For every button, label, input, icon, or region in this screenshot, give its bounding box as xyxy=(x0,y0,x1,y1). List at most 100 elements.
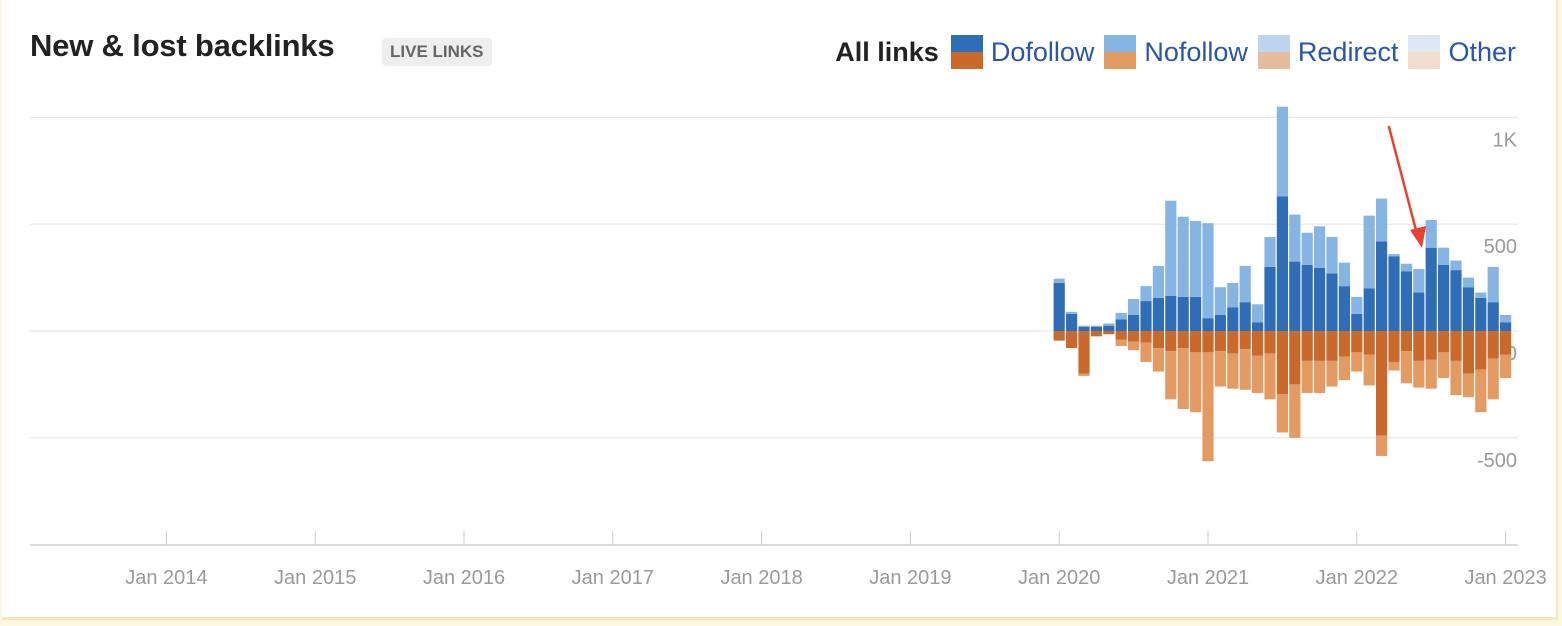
dofollow-new-swatch xyxy=(950,35,983,52)
legend-label-dofollow[interactable]: Dofollow xyxy=(990,36,1095,67)
bar-new-nofollow xyxy=(1128,298,1140,315)
bar-lost-nofollow xyxy=(1128,341,1140,351)
bar-new-dofollow xyxy=(1314,267,1326,331)
bar-lost-dofollow xyxy=(1400,331,1412,352)
bar-new-nofollow xyxy=(1239,265,1251,303)
bar-new-nofollow xyxy=(1450,260,1462,271)
bar-new-nofollow xyxy=(1053,278,1065,283)
bar-new-dofollow xyxy=(1103,325,1115,331)
redirect-swatch xyxy=(1257,35,1290,69)
chart-legend: All links Dofollow Nofollow Redirect xyxy=(835,32,1516,72)
legend-item-nofollow[interactable]: Nofollow xyxy=(1104,35,1248,69)
bar-new-nofollow xyxy=(1078,325,1090,327)
bar-new-dofollow xyxy=(1450,270,1462,331)
bar-lost-dofollow xyxy=(1425,331,1437,360)
bar-new-dofollow xyxy=(1462,287,1474,331)
bar-new-nofollow xyxy=(1462,277,1474,288)
bar-lost-nofollow xyxy=(1450,360,1462,396)
y-tick-label: 500 xyxy=(1484,236,1517,258)
y-tick-label: 1K xyxy=(1493,129,1518,151)
x-tick-label: Jan 2021 xyxy=(1167,567,1249,589)
bar-new-nofollow xyxy=(1388,254,1400,257)
bar-lost-nofollow xyxy=(1202,352,1214,462)
other-swatch xyxy=(1408,35,1441,69)
bar-lost-dofollow xyxy=(1487,331,1499,359)
bar-lost-nofollow xyxy=(1252,355,1264,393)
bar-new-nofollow xyxy=(1475,292,1487,298)
bar-lost-dofollow xyxy=(1462,331,1474,374)
bar-new-dofollow xyxy=(1053,282,1065,331)
annotation-arrow-head xyxy=(1410,226,1426,248)
live-links-badge: LIVE LINKS xyxy=(382,38,492,66)
bar-new-nofollow xyxy=(1214,287,1226,315)
bar-lost-nofollow xyxy=(1400,351,1412,384)
bar-new-nofollow xyxy=(1115,312,1127,320)
bar-lost-nofollow xyxy=(1487,358,1499,400)
bar-lost-dofollow xyxy=(1090,331,1102,337)
x-tick-label: Jan 2023 xyxy=(1464,567,1546,589)
bar-lost-nofollow xyxy=(1190,352,1202,413)
bar-new-nofollow xyxy=(1438,247,1450,265)
bar-new-dofollow xyxy=(1066,313,1078,331)
bar-lost-nofollow xyxy=(1462,373,1474,398)
bar-lost-nofollow xyxy=(1326,360,1338,387)
bar-new-dofollow xyxy=(1413,292,1425,331)
legend-item-other[interactable]: Other xyxy=(1408,35,1516,69)
x-tick-label: Jan 2020 xyxy=(1018,567,1100,589)
y-tick-label: 0 xyxy=(1506,343,1517,365)
bar-new-dofollow xyxy=(1438,264,1450,331)
bar-new-nofollow xyxy=(1090,325,1102,327)
bar-new-nofollow xyxy=(1301,232,1313,265)
bar-lost-dofollow xyxy=(1227,331,1239,354)
bar-lost-nofollow xyxy=(1177,348,1189,409)
other-new-swatch xyxy=(1408,35,1441,52)
legend-label-other[interactable]: Other xyxy=(1448,36,1516,67)
bar-new-nofollow xyxy=(1487,266,1499,303)
bar-lost-dofollow xyxy=(1066,331,1078,349)
bar-lost-dofollow xyxy=(1338,331,1350,357)
bar-new-dofollow xyxy=(1276,196,1288,331)
bar-new-dofollow xyxy=(1301,264,1313,331)
x-tick-label: Jan 2015 xyxy=(274,567,356,589)
bar-new-dofollow xyxy=(1425,247,1437,331)
bar-new-nofollow xyxy=(1425,219,1437,248)
legend-label-redirect[interactable]: Redirect xyxy=(1297,36,1399,67)
bar-new-dofollow xyxy=(1475,297,1487,331)
bar-new-nofollow xyxy=(1376,198,1388,242)
bar-new-dofollow xyxy=(1252,322,1264,331)
bar-lost-dofollow xyxy=(1239,331,1251,350)
x-tick-label: Jan 2016 xyxy=(423,567,505,589)
bar-lost-nofollow xyxy=(1363,354,1375,386)
bar-new-nofollow xyxy=(1202,223,1214,319)
bar-new-nofollow xyxy=(1413,269,1425,293)
bar-lost-nofollow xyxy=(1165,351,1177,400)
legend-item-dofollow[interactable]: Dofollow xyxy=(950,35,1095,69)
legend-item-redirect[interactable]: Redirect xyxy=(1257,35,1399,69)
bar-lost-nofollow xyxy=(1239,349,1251,390)
bar-new-dofollow xyxy=(1090,326,1102,331)
bar-new-dofollow xyxy=(1363,288,1375,331)
bar-new-nofollow xyxy=(1351,296,1363,314)
legend-label-nofollow[interactable]: Nofollow xyxy=(1144,36,1248,67)
bar-lost-dofollow xyxy=(1351,331,1363,353)
legend-all-links[interactable]: All links xyxy=(835,36,939,67)
bar-lost-nofollow xyxy=(1413,360,1425,388)
bar-new-nofollow xyxy=(1190,220,1202,297)
bar-new-nofollow xyxy=(1165,200,1177,296)
bar-new-nofollow xyxy=(1252,304,1264,323)
bar-new-nofollow xyxy=(1103,323,1115,326)
bar-lost-dofollow xyxy=(1326,331,1338,361)
bar-lost-dofollow xyxy=(1413,331,1425,361)
bar-new-dofollow xyxy=(1376,241,1388,331)
bar-new-dofollow xyxy=(1289,261,1301,331)
bar-lost-dofollow xyxy=(1202,331,1214,353)
bar-lost-dofollow xyxy=(1475,331,1487,370)
bar-new-dofollow xyxy=(1165,295,1177,331)
bar-lost-nofollow xyxy=(1500,354,1512,378)
bar-lost-nofollow xyxy=(1314,360,1326,393)
bar-lost-nofollow xyxy=(1388,361,1400,371)
bar-lost-nofollow xyxy=(1351,352,1363,372)
bar-lost-dofollow xyxy=(1140,331,1152,343)
